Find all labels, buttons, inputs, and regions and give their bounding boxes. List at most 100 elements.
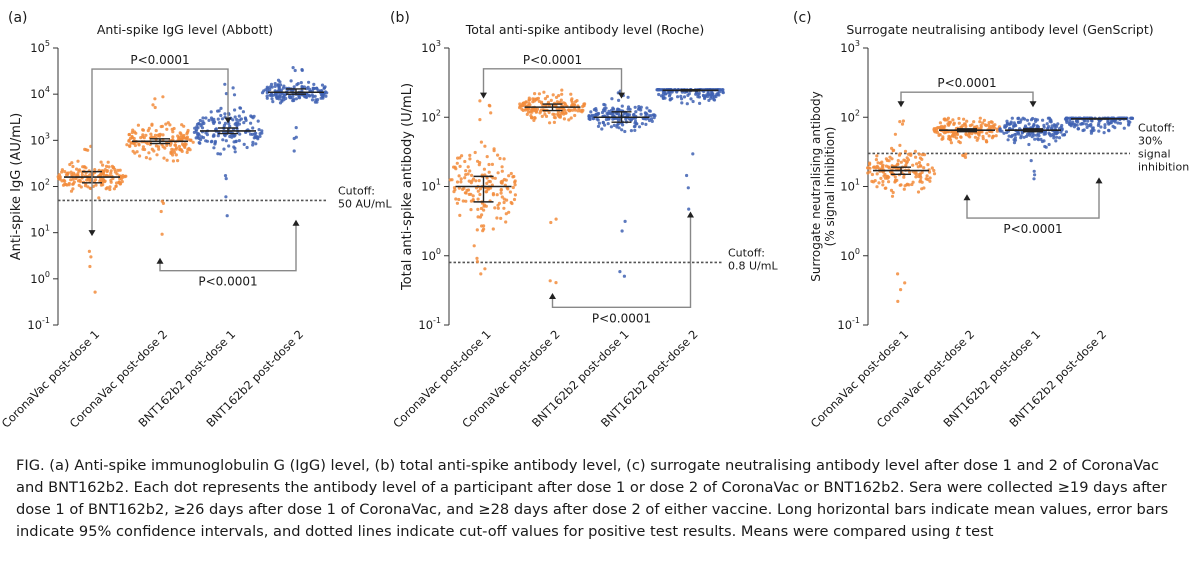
data-point [998,128,1002,132]
data-point [909,152,913,156]
data-point [533,92,537,96]
data-point [499,216,503,220]
data-point [488,104,492,108]
data-point [174,153,178,157]
y-tick-label: 103 [421,39,441,55]
data-point [1072,122,1076,126]
data-point [249,121,253,125]
data-point [1010,116,1014,120]
data-point [216,117,220,121]
data-point [1003,125,1008,129]
data-point [143,147,147,152]
data-point [661,96,665,100]
y-tick-label: 105 [30,39,50,55]
data-point [990,120,994,124]
data-point [886,174,890,178]
data-point [868,162,872,166]
data-point [141,145,145,149]
data-point [159,209,163,214]
data-point [154,129,158,133]
data-point [1071,120,1075,124]
cutoff-label: signal [1138,147,1171,160]
data-point [88,173,92,177]
data-point [169,141,173,145]
data-point [1043,144,1047,149]
data-point [141,133,145,137]
data-point [300,68,304,72]
data-point [1036,125,1040,129]
data-point [502,200,506,205]
data-point [979,123,983,127]
data-point [968,135,972,139]
data-point [209,116,214,120]
data-point [324,94,328,98]
data-point [549,98,553,102]
data-point [600,110,605,115]
data-point [496,171,500,175]
data-point [487,162,491,167]
data-point [197,141,201,145]
data-point [490,162,494,166]
data-point [154,144,158,148]
data-point [270,85,274,89]
data-point [647,109,651,113]
data-point [1129,116,1133,120]
data-point [1013,133,1017,137]
data-point [601,121,605,125]
data-point [487,170,491,174]
data-point [916,190,921,194]
data-point [483,267,487,271]
data-point [81,165,85,169]
data-point [875,172,879,176]
data-point [454,197,458,201]
data-point [174,146,179,150]
data-point [197,133,201,137]
data-point [294,135,298,139]
data-point [268,93,272,97]
data-point [889,188,894,192]
data-point [1037,134,1041,138]
data-point [975,138,979,142]
data-point [1084,122,1088,126]
data-point [101,177,105,181]
data-point [543,112,547,116]
data-point [1035,133,1039,137]
data-point [478,99,482,103]
data-point [637,125,642,129]
data-point [113,170,117,174]
data-point [200,126,205,130]
data-point [475,228,479,232]
data-point [225,214,229,218]
figure-panels: (a) Anti-spike IgG level (Abbott) 10-1 100 1… [0,10,1189,431]
data-point [499,191,503,195]
data-point [691,152,695,156]
comparison-bracket [900,91,1034,105]
data-point [243,116,247,120]
data-point [185,150,189,154]
data-point [94,183,98,187]
data-point [499,187,503,192]
data-point [466,172,470,176]
data-point [1012,124,1016,128]
comparison-bracket [551,214,692,309]
data-point [228,134,232,139]
data-point [294,126,298,130]
data-point [133,130,137,134]
data-point [947,134,951,138]
data-point [536,107,540,111]
data-point [663,92,668,96]
data-point [905,182,910,186]
data-point [1052,123,1056,127]
data-point [233,108,237,112]
data-point [157,147,161,151]
data-point [525,112,529,116]
data-point [231,86,235,90]
data-point [65,171,69,176]
data-point [913,149,918,153]
data-point [204,116,208,120]
data-point [467,179,471,183]
data-point [479,272,483,276]
data-point [530,115,534,120]
data-point [166,121,170,125]
data-point [1075,123,1079,127]
